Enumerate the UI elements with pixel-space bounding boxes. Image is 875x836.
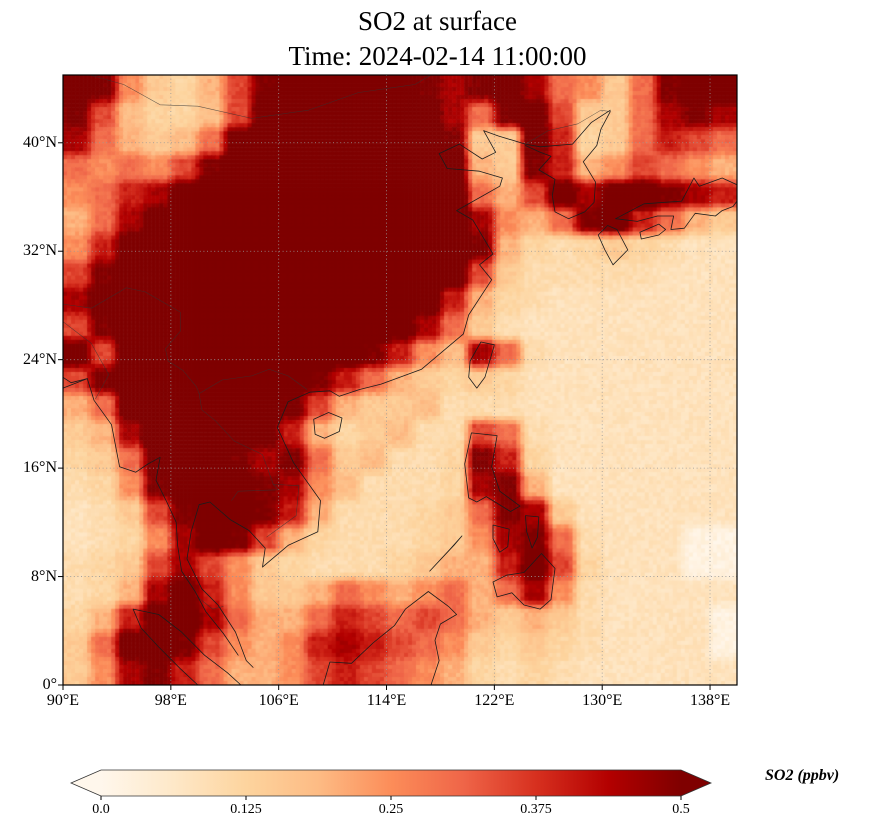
colorbar-tick-label: 0.5 xyxy=(672,802,690,817)
colorbar-tickmarks xyxy=(100,796,682,800)
coastline-path xyxy=(492,553,556,610)
axis-ticks xyxy=(58,142,711,690)
colorbar xyxy=(70,769,713,800)
coastline-path xyxy=(464,432,521,512)
x-tick-label: 98°E xyxy=(154,692,187,709)
coastline-path xyxy=(525,515,540,549)
coastline-path xyxy=(313,412,343,439)
heatmap-canvas xyxy=(63,75,737,685)
coastline-path xyxy=(132,608,242,686)
y-tick-label: 0° xyxy=(42,676,57,693)
x-tick-label: 122°E xyxy=(474,692,515,709)
y-tick-label: 32°N xyxy=(23,242,57,260)
coastline-path xyxy=(186,109,611,668)
coastline-path xyxy=(615,177,738,220)
border-path xyxy=(62,287,308,394)
border-path xyxy=(63,74,432,119)
border-path xyxy=(198,597,224,610)
border-path xyxy=(525,109,611,145)
colorbar-bar xyxy=(70,769,713,797)
coastline-path xyxy=(492,524,510,553)
coastline-path xyxy=(62,376,88,384)
colorbar-label: SO2 (ppbv) xyxy=(765,767,840,784)
border-path xyxy=(62,321,110,400)
chart-title: SO2 at surface xyxy=(358,6,517,36)
country-borders xyxy=(62,74,611,610)
x-tick-label: 130°E xyxy=(582,692,623,709)
coastline-path xyxy=(615,200,738,230)
colorbar-tick-label: 0.0 xyxy=(92,802,110,817)
gridlines xyxy=(63,75,737,685)
x-tick-label: 138°E xyxy=(689,692,731,709)
colorbar-tick-label: 0.125 xyxy=(230,802,262,817)
coastline-path xyxy=(597,225,629,266)
y-tick-label: 8°N xyxy=(31,567,57,585)
colorbar-tick-label: 0.375 xyxy=(520,802,552,817)
coastline-path xyxy=(525,111,611,220)
x-tick-label: 114°E xyxy=(366,692,407,709)
x-tick-label: 106°E xyxy=(258,692,299,709)
colorbar-tick-label: 0.25 xyxy=(378,802,404,817)
coastline-path xyxy=(429,535,463,572)
coastline-path xyxy=(468,341,495,389)
coastline-path xyxy=(62,378,239,656)
coastline-path xyxy=(639,223,666,240)
coastline-path xyxy=(322,591,457,686)
map-overlay xyxy=(58,74,738,690)
x-tick-label: 90°E xyxy=(46,692,80,709)
y-tick-label: 16°N xyxy=(23,459,57,477)
y-tick-label: 24°N xyxy=(23,350,57,368)
coastlines xyxy=(62,109,738,686)
border-path xyxy=(198,393,279,501)
border-path xyxy=(266,484,300,538)
chart-subtitle: Time: 2024-02-14 11:00:00 xyxy=(288,41,587,71)
y-tick-label: 40°N xyxy=(23,133,57,151)
map-frame xyxy=(62,74,738,686)
